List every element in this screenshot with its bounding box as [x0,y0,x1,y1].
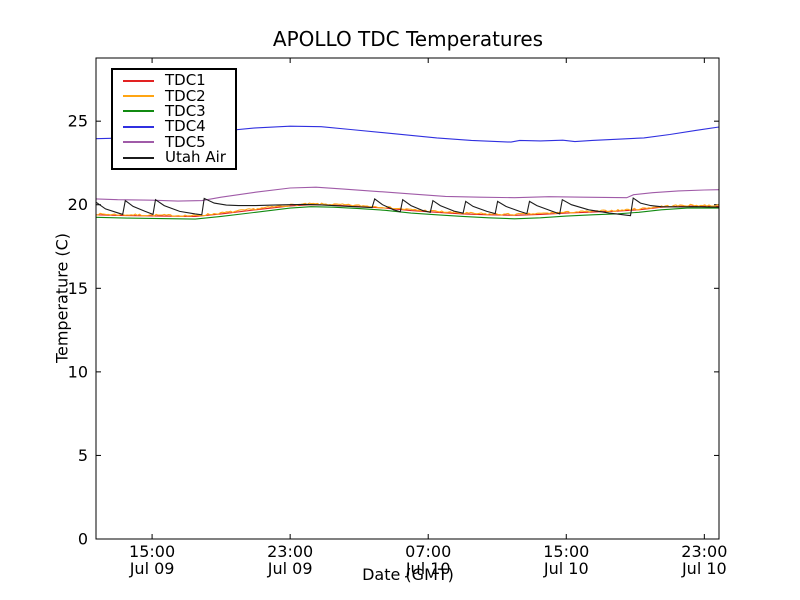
x-tick-label-date: Jul 10 [405,559,451,578]
x-axis-label: Date (GMT) [362,565,454,584]
legend-item-tdc3: TDC3 [123,101,226,120]
legend-line-swatch [123,79,154,82]
legend-line-swatch [123,110,154,113]
x-tick-label-date: Jul 10 [543,559,589,578]
x-tick-label-time: 23:00 [267,542,313,561]
y-tick-label: 5 [78,446,88,465]
legend-label: TDC1 [165,71,206,90]
x-tick-label-time: 15:00 [129,542,175,561]
y-tick-label: 15 [68,279,88,298]
legend-line-swatch [123,156,154,159]
x-tick-label-date: Jul 09 [129,559,175,578]
legend: TDC1 TDC2 TDC3 TDC4 TDC5 Utah Air [111,68,237,171]
y-axis-label: Temperature (C) [52,232,72,364]
x-tick-label-time: 23:00 [681,542,727,561]
legend-label: Utah Air [165,148,226,167]
chart-title: APOLLO TDC Temperatures [272,27,544,51]
series-line-tdc5 [95,186,720,202]
x-tick-label-time: 07:00 [405,542,451,561]
legend-item-tdc2: TDC2 [123,88,226,103]
series-line-tdc3 [95,206,719,220]
legend-label: TDC5 [165,132,206,151]
plot-border [95,57,720,540]
x-tick-label-date: Jul 09 [267,559,313,578]
legend-label: TDC3 [165,101,206,120]
y-tick-label: 20 [68,195,88,214]
legend-item-tdc5: TDC5 [123,132,226,151]
y-tick-label: 10 [68,362,88,381]
x-tick-label-date: Jul 10 [681,559,727,578]
legend-label: TDC4 [165,117,206,136]
y-tick-label: 0 [78,530,88,549]
series-line-utah-air [95,197,720,217]
legend-item-tdc4: TDC4 [123,119,226,134]
series-line-tdc2 [96,202,720,217]
legend-line-swatch [123,95,154,98]
legend-item-utah-air: Utah Air [123,150,226,165]
legend-line-swatch [123,125,154,128]
x-tick-label-time: 15:00 [543,542,589,561]
legend-line-swatch [123,141,154,144]
legend-label: TDC2 [165,86,206,105]
legend-item-tdc1: TDC1 [123,73,226,88]
y-tick-label: 25 [68,112,88,131]
